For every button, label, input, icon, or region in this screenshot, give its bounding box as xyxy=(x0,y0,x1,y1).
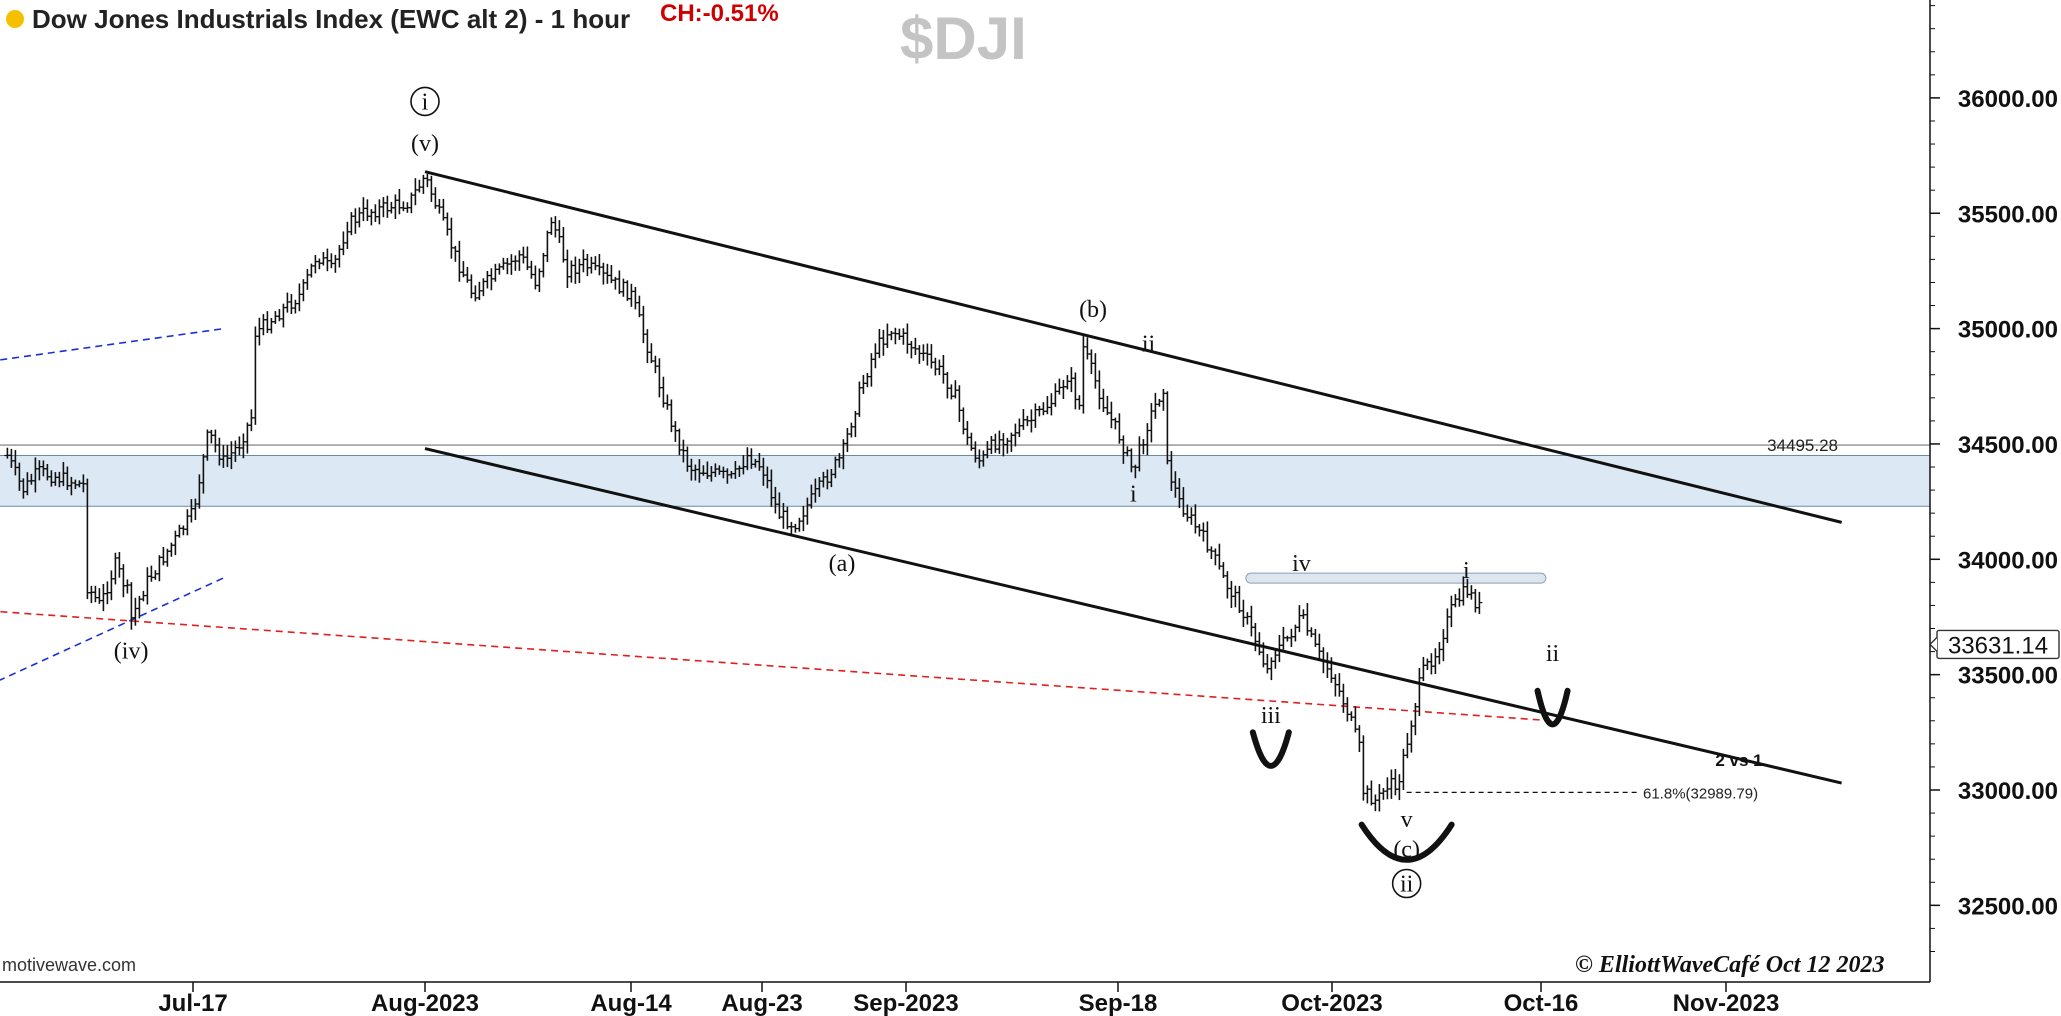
channel-lower-line xyxy=(424,447,1842,785)
wave-label: (c) xyxy=(1393,837,1420,863)
y-tick-label: 33000.00 xyxy=(1958,778,2058,805)
wave-label: (b) xyxy=(1079,297,1107,323)
wave-label-circle xyxy=(1391,868,1422,899)
price-bars xyxy=(4,174,1483,812)
support-band xyxy=(0,455,1930,507)
source-credit: motivewave.com xyxy=(2,955,137,975)
x-tick-label: Sep-2023 xyxy=(853,990,958,1016)
chart-title: Dow Jones Industrials Index (EWC alt 2) … xyxy=(32,3,631,34)
wave-label: ii xyxy=(1400,872,1414,898)
x-tick-label: Oct-16 xyxy=(1504,990,1579,1016)
x-tick-label: Sep-18 xyxy=(1079,990,1158,1016)
wave-label: i xyxy=(1463,558,1470,584)
blue-lower-line xyxy=(0,577,225,681)
blue-upper-line xyxy=(0,327,225,361)
channel-upper-line xyxy=(424,170,1842,524)
x-tick-label: Aug-14 xyxy=(590,990,672,1016)
change-indicator: CH:-0.51% xyxy=(660,0,779,27)
x-tick-label: Nov-2023 xyxy=(1673,990,1780,1016)
x-tick-label: Aug-23 xyxy=(721,990,802,1016)
resistance-band xyxy=(1245,572,1547,584)
projection-arc xyxy=(1249,729,1292,769)
red-support-line xyxy=(0,610,1553,722)
last-price-label: 33631.14 xyxy=(1948,632,2048,659)
x-tick-label: Jul-17 xyxy=(158,990,227,1016)
y-tick-label: 35000.00 xyxy=(1958,317,2058,344)
wave-label: iii xyxy=(1261,703,1281,729)
chart-header: Dow Jones Industrials Index (EWC alt 2) … xyxy=(0,4,630,34)
y-tick-label: 33500.00 xyxy=(1958,663,2058,690)
ticker-symbol: $DJI xyxy=(900,5,1027,72)
chart-note: 2 vs 1 xyxy=(1715,751,1762,770)
last-price-pointer xyxy=(1929,636,1938,652)
wave-label-circle xyxy=(410,86,440,117)
wave-label: (v) xyxy=(411,131,439,157)
wave-label: i xyxy=(1130,482,1137,508)
status-dot-icon xyxy=(6,10,24,28)
projection-arc xyxy=(1358,821,1455,863)
y-tick-label: 34500.00 xyxy=(1958,432,2058,459)
y-tick-label: 36000.00 xyxy=(1958,86,2058,113)
wave-label: v xyxy=(1401,807,1413,833)
y-tick-label: 32500.00 xyxy=(1958,893,2058,920)
y-tick-label: 34000.00 xyxy=(1958,547,2058,574)
reference-line-label: 34495.28 xyxy=(1767,436,1838,455)
x-tick-label: Oct-2023 xyxy=(1281,990,1382,1016)
wave-label: ii xyxy=(1142,332,1156,358)
wave-label: ii xyxy=(1546,641,1560,667)
fib-level-label: 61.8%(32989.79) xyxy=(1643,785,1758,802)
x-tick-label: Aug-2023 xyxy=(371,990,479,1016)
copyright-note: © ElliottWaveCafé Oct 12 2023 xyxy=(1575,952,1885,978)
wave-label: i xyxy=(422,89,429,115)
wave-label: (iv) xyxy=(114,639,149,665)
y-tick-label: 35500.00 xyxy=(1958,201,2058,228)
wave-label: iv xyxy=(1292,551,1311,577)
projection-arc xyxy=(1534,687,1571,728)
wave-label: (a) xyxy=(829,551,856,577)
